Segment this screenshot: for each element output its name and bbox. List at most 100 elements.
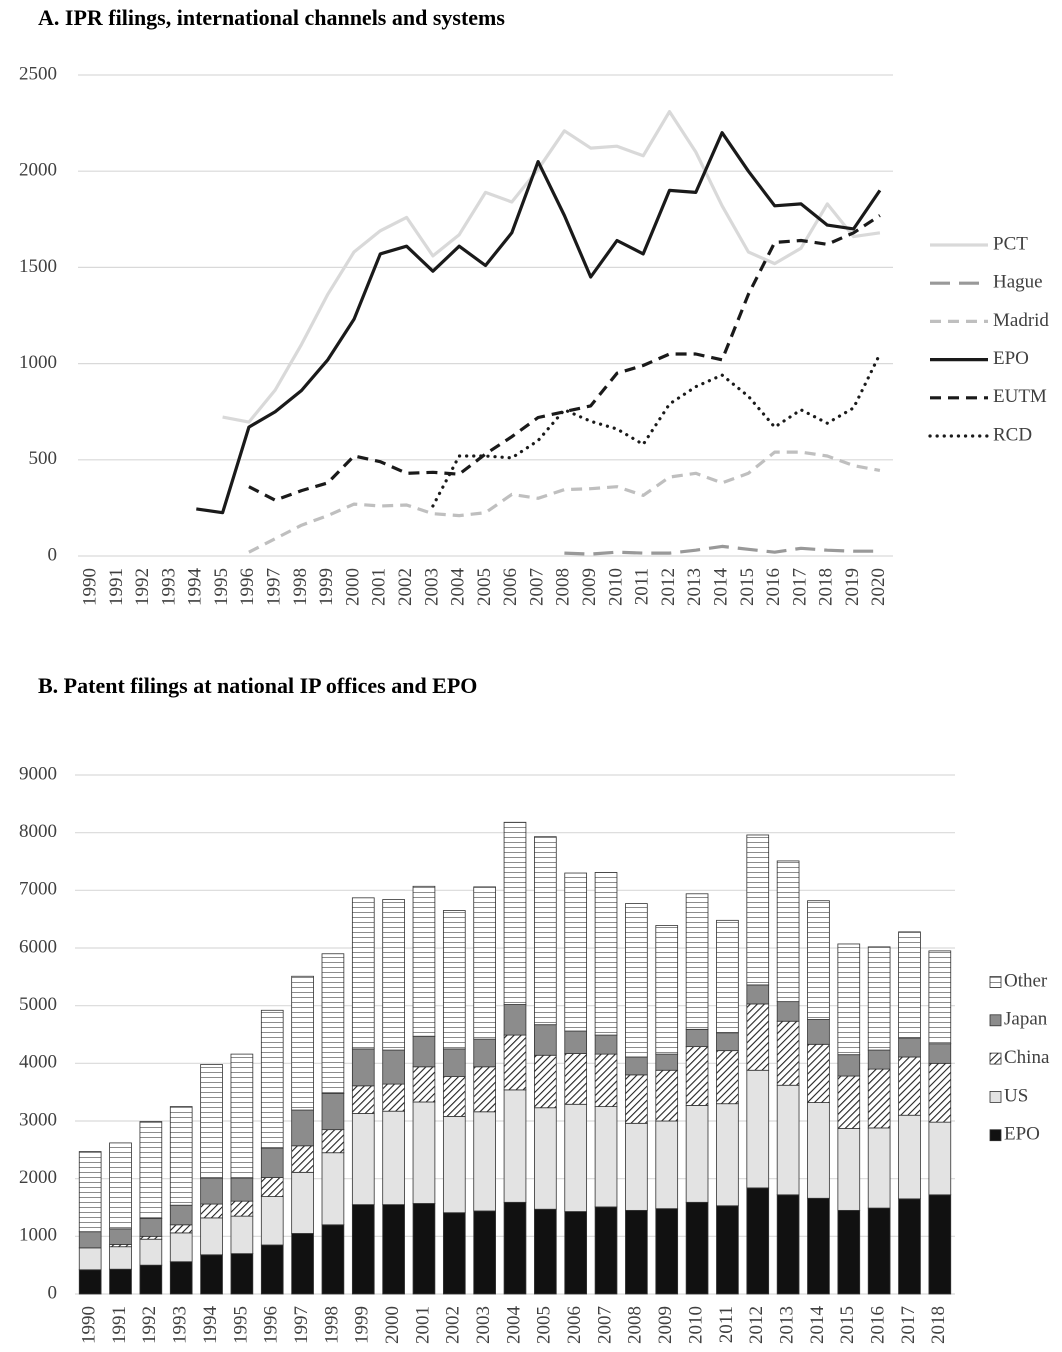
x-tick-label: 2016 (867, 1306, 888, 1344)
bar-segment (139, 1235, 163, 1240)
bar-segment (625, 1209, 648, 1295)
y-tick-label: 9000 (19, 763, 57, 784)
bar-segment (594, 872, 618, 1036)
y-tick-label: 1000 (19, 1225, 57, 1246)
bar-segment (382, 1110, 405, 1206)
bar-segment (534, 1054, 557, 1109)
x-tick-label: 2007 (594, 1306, 615, 1344)
x-tick-label: 1993 (158, 568, 179, 606)
x-tick-label: 1996 (261, 1306, 282, 1344)
x-tick-label: 2018 (928, 1306, 949, 1344)
bar-segment (564, 1211, 588, 1295)
y-tick-label: 6000 (19, 936, 57, 957)
bar-segment (685, 1105, 709, 1203)
bar-segment (78, 1231, 102, 1249)
bar-segment (503, 1004, 527, 1036)
legend-label: PCT (993, 233, 1028, 254)
bar-segment (564, 1030, 588, 1054)
bar-segment (442, 1076, 466, 1117)
bar-segment (291, 1233, 314, 1295)
x-tick-label: 2011 (632, 568, 653, 605)
bar-segment (351, 1048, 375, 1087)
bar-segment (867, 1127, 891, 1209)
x-tick-label: 2013 (684, 568, 705, 606)
bar-segment (169, 1106, 193, 1206)
x-tick-label: 2009 (579, 568, 600, 606)
bar-segment (291, 1109, 314, 1147)
legend-label: Other (1004, 970, 1048, 991)
bar-segment (928, 1194, 952, 1295)
bar-segment (321, 1129, 345, 1154)
x-tick-label: 2004 (503, 1306, 524, 1345)
x-tick-label: 2014 (710, 568, 731, 607)
bar-segment (746, 1003, 770, 1071)
bar-segment (473, 1066, 496, 1113)
bar-segment (412, 885, 436, 1037)
bar-segment (473, 886, 496, 1040)
x-tick-label: 1998 (290, 568, 311, 606)
x-tick-label: 2015 (737, 568, 758, 606)
bar-segment (291, 1145, 314, 1173)
x-tick-label: 1992 (139, 1306, 160, 1344)
x-tick-label: 1990 (79, 1306, 100, 1344)
bar-segment (655, 925, 679, 1055)
line-series (564, 544, 880, 556)
y-tick-label: 1500 (19, 256, 57, 277)
bar-segment (594, 1034, 618, 1055)
bar-segment (746, 834, 770, 986)
x-tick-label: 2020 (868, 568, 889, 606)
x-tick-label: 2010 (685, 1306, 706, 1344)
bar-segment (716, 1050, 739, 1105)
bar-segment (321, 1092, 345, 1131)
x-tick-label: 2010 (605, 568, 626, 606)
bar-segment (776, 860, 800, 1003)
bar-segment (260, 1147, 284, 1178)
bar-segment (351, 1113, 375, 1206)
line-series (431, 352, 882, 508)
bar-segment (625, 1074, 648, 1124)
bar-segment (230, 1177, 254, 1202)
bar-segment (200, 1203, 223, 1219)
bar-segment (685, 1046, 709, 1106)
x-tick-label: 2018 (816, 568, 837, 606)
bar-segment (200, 1254, 223, 1295)
bar-segment (564, 872, 588, 1032)
line-series (248, 450, 881, 554)
bar-segment (594, 1206, 618, 1295)
x-tick-label: 2005 (534, 1306, 555, 1344)
x-tick-label: 2016 (763, 568, 784, 606)
line-series (222, 110, 881, 424)
x-tick-label: 1996 (237, 568, 258, 606)
x-tick-label: 1992 (132, 568, 153, 606)
bar-segment (230, 1053, 254, 1179)
bar-segment (321, 1224, 345, 1295)
bar-segment (503, 1201, 527, 1295)
bar-segment (807, 1197, 830, 1295)
x-tick-label: 1999 (352, 1306, 373, 1344)
bar-segment (746, 1069, 770, 1189)
legend-label: EPO (1004, 1124, 1040, 1145)
x-tick-label: 1994 (200, 1306, 221, 1345)
bar-segment (260, 1009, 284, 1149)
x-tick-label: 1994 (185, 568, 206, 607)
bar-segment (442, 1212, 466, 1295)
x-tick-label: 2003 (421, 568, 442, 606)
x-tick-label: 1995 (211, 568, 232, 606)
bar-segment (625, 1056, 648, 1076)
bar-segment (655, 1053, 679, 1071)
bar-segment (78, 1247, 102, 1271)
bar-segment (837, 1075, 861, 1129)
bar-segment (260, 1244, 284, 1295)
bar-segment (746, 1187, 770, 1295)
x-tick-label: 2000 (342, 568, 363, 606)
bar-segment (655, 1069, 679, 1122)
bar-segment (655, 1208, 679, 1295)
bar-segment (655, 1120, 679, 1210)
bar-segment (807, 900, 830, 1020)
bar-segment (78, 1151, 102, 1233)
x-tick-label: 2017 (898, 1306, 919, 1344)
bar-segment (321, 953, 345, 1094)
bar-segment (169, 1224, 193, 1234)
bar-segment (503, 821, 527, 1005)
